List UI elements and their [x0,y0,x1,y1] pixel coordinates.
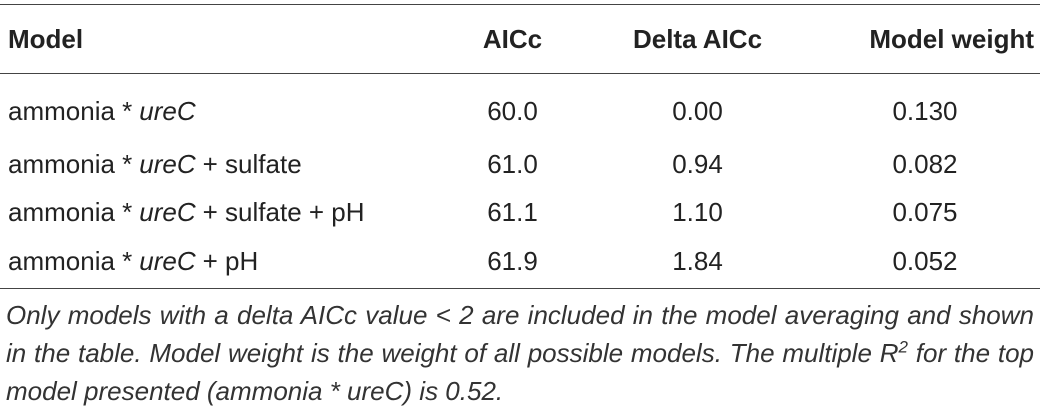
header-cell: AICc [482,23,543,54]
table-row: ammonia * ureC + sulfate + pH 61.1 1.10 0.075 [0,188,1040,236]
weight-cell: 0.130 [892,95,958,126]
aicc-cell: 61.0 [487,148,538,179]
aicc-cell: 61.9 [487,245,538,276]
delta-cell: 1.10 [672,196,723,227]
table-row: ammonia * ureC + sulfate 61.0 0.94 0.082 [0,140,1040,188]
gene-name: ureC [139,95,196,126]
gene-name: ureC [139,245,196,276]
model-text: + sulfate + pH [202,196,365,227]
model-cell: ammonia * ureC + pH [0,236,440,289]
table: Model AICc Delta AICc Model weight ammon… [0,4,1040,289]
model-text: + sulfate [202,148,302,179]
model-cell: ammonia * ureC + sulfate [0,140,440,188]
gene-name: ureC [139,196,196,227]
model-text: ammonia * [8,245,133,276]
header-cell: Model [8,23,84,54]
table-header: Model AICc Delta AICc Model weight [0,4,1040,74]
delta-cell: 1.84 [672,245,723,276]
delta-cell: 0.94 [672,148,723,179]
header-cell: Model weight [869,23,1034,54]
aicc-cell: 61.1 [487,196,538,227]
gene-name: ureC [139,148,196,179]
table-row: ammonia * ureC + pH 61.9 1.84 0.052 [0,236,1040,289]
weight-cell: 0.075 [892,196,958,227]
footnote-text: Only models with a delta AICc value < 2 … [6,300,1034,368]
model-text: ammonia * [8,148,133,179]
footnote-text: for the top model presented (ammonia * u… [6,338,1034,406]
header-row: Model AICc Delta AICc Model weight [0,4,1040,74]
model-text: + pH [202,245,259,276]
model-cell: ammonia * ureC + sulfate + pH [0,188,440,236]
model-text: ammonia * [8,196,133,227]
weight-cell: 0.082 [892,148,958,179]
delta-cell: 0.00 [672,95,723,126]
model-text: ammonia * [8,95,133,126]
weight-cell: 0.052 [892,245,958,276]
footnote: Only models with a delta AICc value < 2 … [6,296,1034,410]
model-cell: ammonia * ureC [0,74,440,141]
table-body: ammonia * ureC 60.0 0.00 0.130 ammonia * ureC +… [0,74,1040,289]
header-cell: Delta AICc [632,23,763,54]
superscript: 2 [898,337,908,357]
aicc-cell: 60.0 [487,95,538,126]
table-row: ammonia * ureC 60.0 0.00 0.130 [0,74,1040,141]
